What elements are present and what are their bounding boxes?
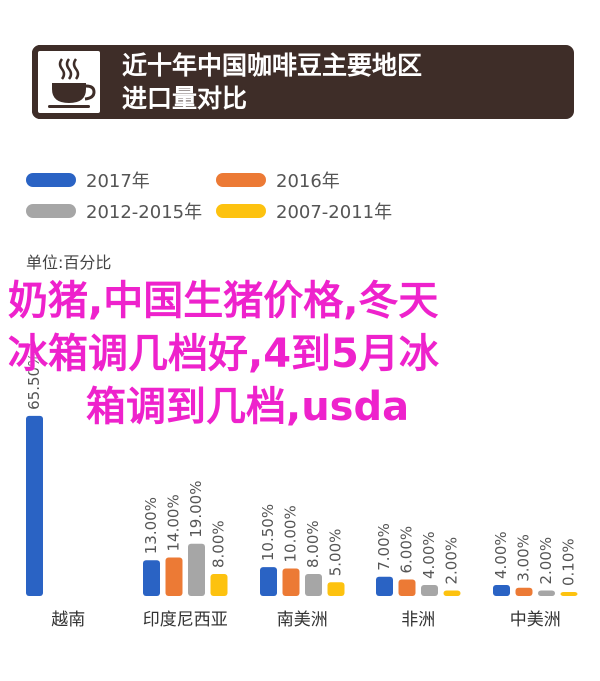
value-label-4-2: 2.00%: [537, 537, 555, 585]
value-label-0-0: 65.50%: [25, 353, 43, 410]
category-label-4: 中美洲: [510, 610, 561, 630]
legend-label-2016: 2016年: [276, 171, 340, 192]
bar-3-2: [421, 585, 438, 596]
category-label-1: 印度尼西亚: [143, 610, 228, 630]
category-label-2: 南美洲: [277, 610, 328, 630]
title-banner: 近十年中国咖啡豆主要地区 进口量对比: [32, 45, 574, 119]
bar-3-1: [398, 579, 416, 596]
bar-4-3: [560, 592, 578, 596]
legend-item-2007-2011: 2007-2011年: [216, 201, 393, 223]
bar-1-0: [143, 560, 160, 596]
value-label-1-3: 8.00%: [210, 520, 228, 568]
legend-swatch-2017: [26, 173, 76, 187]
bar-2-2: [305, 574, 322, 596]
value-label-1-1: 14.00%: [165, 494, 183, 551]
legend-label-2012-2015: 2012-2015年: [86, 202, 203, 223]
bar-1-3: [210, 574, 228, 596]
value-label-2-3: 5.00%: [327, 529, 345, 577]
value-label-4-0: 4.00%: [492, 531, 510, 579]
value-label-4-1: 3.00%: [515, 534, 533, 582]
bar-2-3: [327, 582, 345, 596]
value-label-2-0: 10.50%: [259, 504, 277, 561]
bar-1-2: [188, 543, 205, 596]
bar-3-3: [443, 590, 461, 596]
legend-item-2016: 2016年: [216, 170, 340, 192]
bar-4-0: [493, 585, 510, 596]
overlay-text-line2: 冰箱调几档好,4到5月冰: [8, 331, 439, 377]
value-label-1-2: 19.00%: [187, 481, 205, 538]
category-label-3: 非洲: [401, 610, 435, 630]
overlay-text-line1: 奶猪,中国生猪价格,冬天: [8, 278, 439, 324]
legend-swatch-2016: [216, 173, 266, 187]
overlay-text: 奶猪,中国生猪价格,冬天 冰箱调几档好,4到5月冰 箱调到几档,usda: [8, 275, 568, 434]
value-label-3-1: 6.00%: [398, 526, 416, 574]
value-label-4-3: 0.10%: [560, 538, 578, 586]
bar-0-0: [26, 415, 43, 596]
legend-label-2017: 2017年: [86, 171, 150, 192]
chart-title: 近十年中国咖啡豆主要地区 进口量对比: [122, 49, 562, 115]
value-label-3-2: 4.00%: [420, 531, 438, 579]
legend-label-2007-2011: 2007-2011年: [276, 202, 393, 223]
value-label-3-0: 7.00%: [375, 523, 393, 571]
category-label-0: 越南: [51, 610, 85, 630]
value-label-3-3: 2.00%: [443, 537, 461, 585]
overlay-text-line3: 箱调到几档,usda: [86, 384, 410, 430]
bar-4-1: [515, 587, 533, 596]
value-label-1-0: 13.00%: [142, 497, 160, 554]
coffee-cup-icon-box: [32, 45, 106, 119]
chart-title-line1: 近十年中国咖啡豆主要地区: [122, 51, 423, 80]
bar-1-1: [165, 557, 183, 596]
coffee-cup-icon: [48, 58, 96, 108]
chart-title-line2: 进口量对比: [122, 84, 248, 113]
legend-item-2017: 2017年: [26, 170, 150, 192]
legend-swatch-2012-2015: [26, 204, 76, 218]
legend-item-2012-2015: 2012-2015年: [26, 201, 203, 223]
bar-3-0: [376, 576, 393, 596]
legend-swatch-2007-2011: [216, 204, 266, 218]
value-label-2-1: 10.00%: [282, 505, 300, 562]
unit-label: 单位:百分比: [26, 253, 112, 272]
bar-2-1: [282, 568, 300, 596]
value-label-2-2: 8.00%: [304, 520, 322, 568]
bar-4-2: [538, 590, 555, 596]
bar-2-0: [260, 567, 277, 596]
